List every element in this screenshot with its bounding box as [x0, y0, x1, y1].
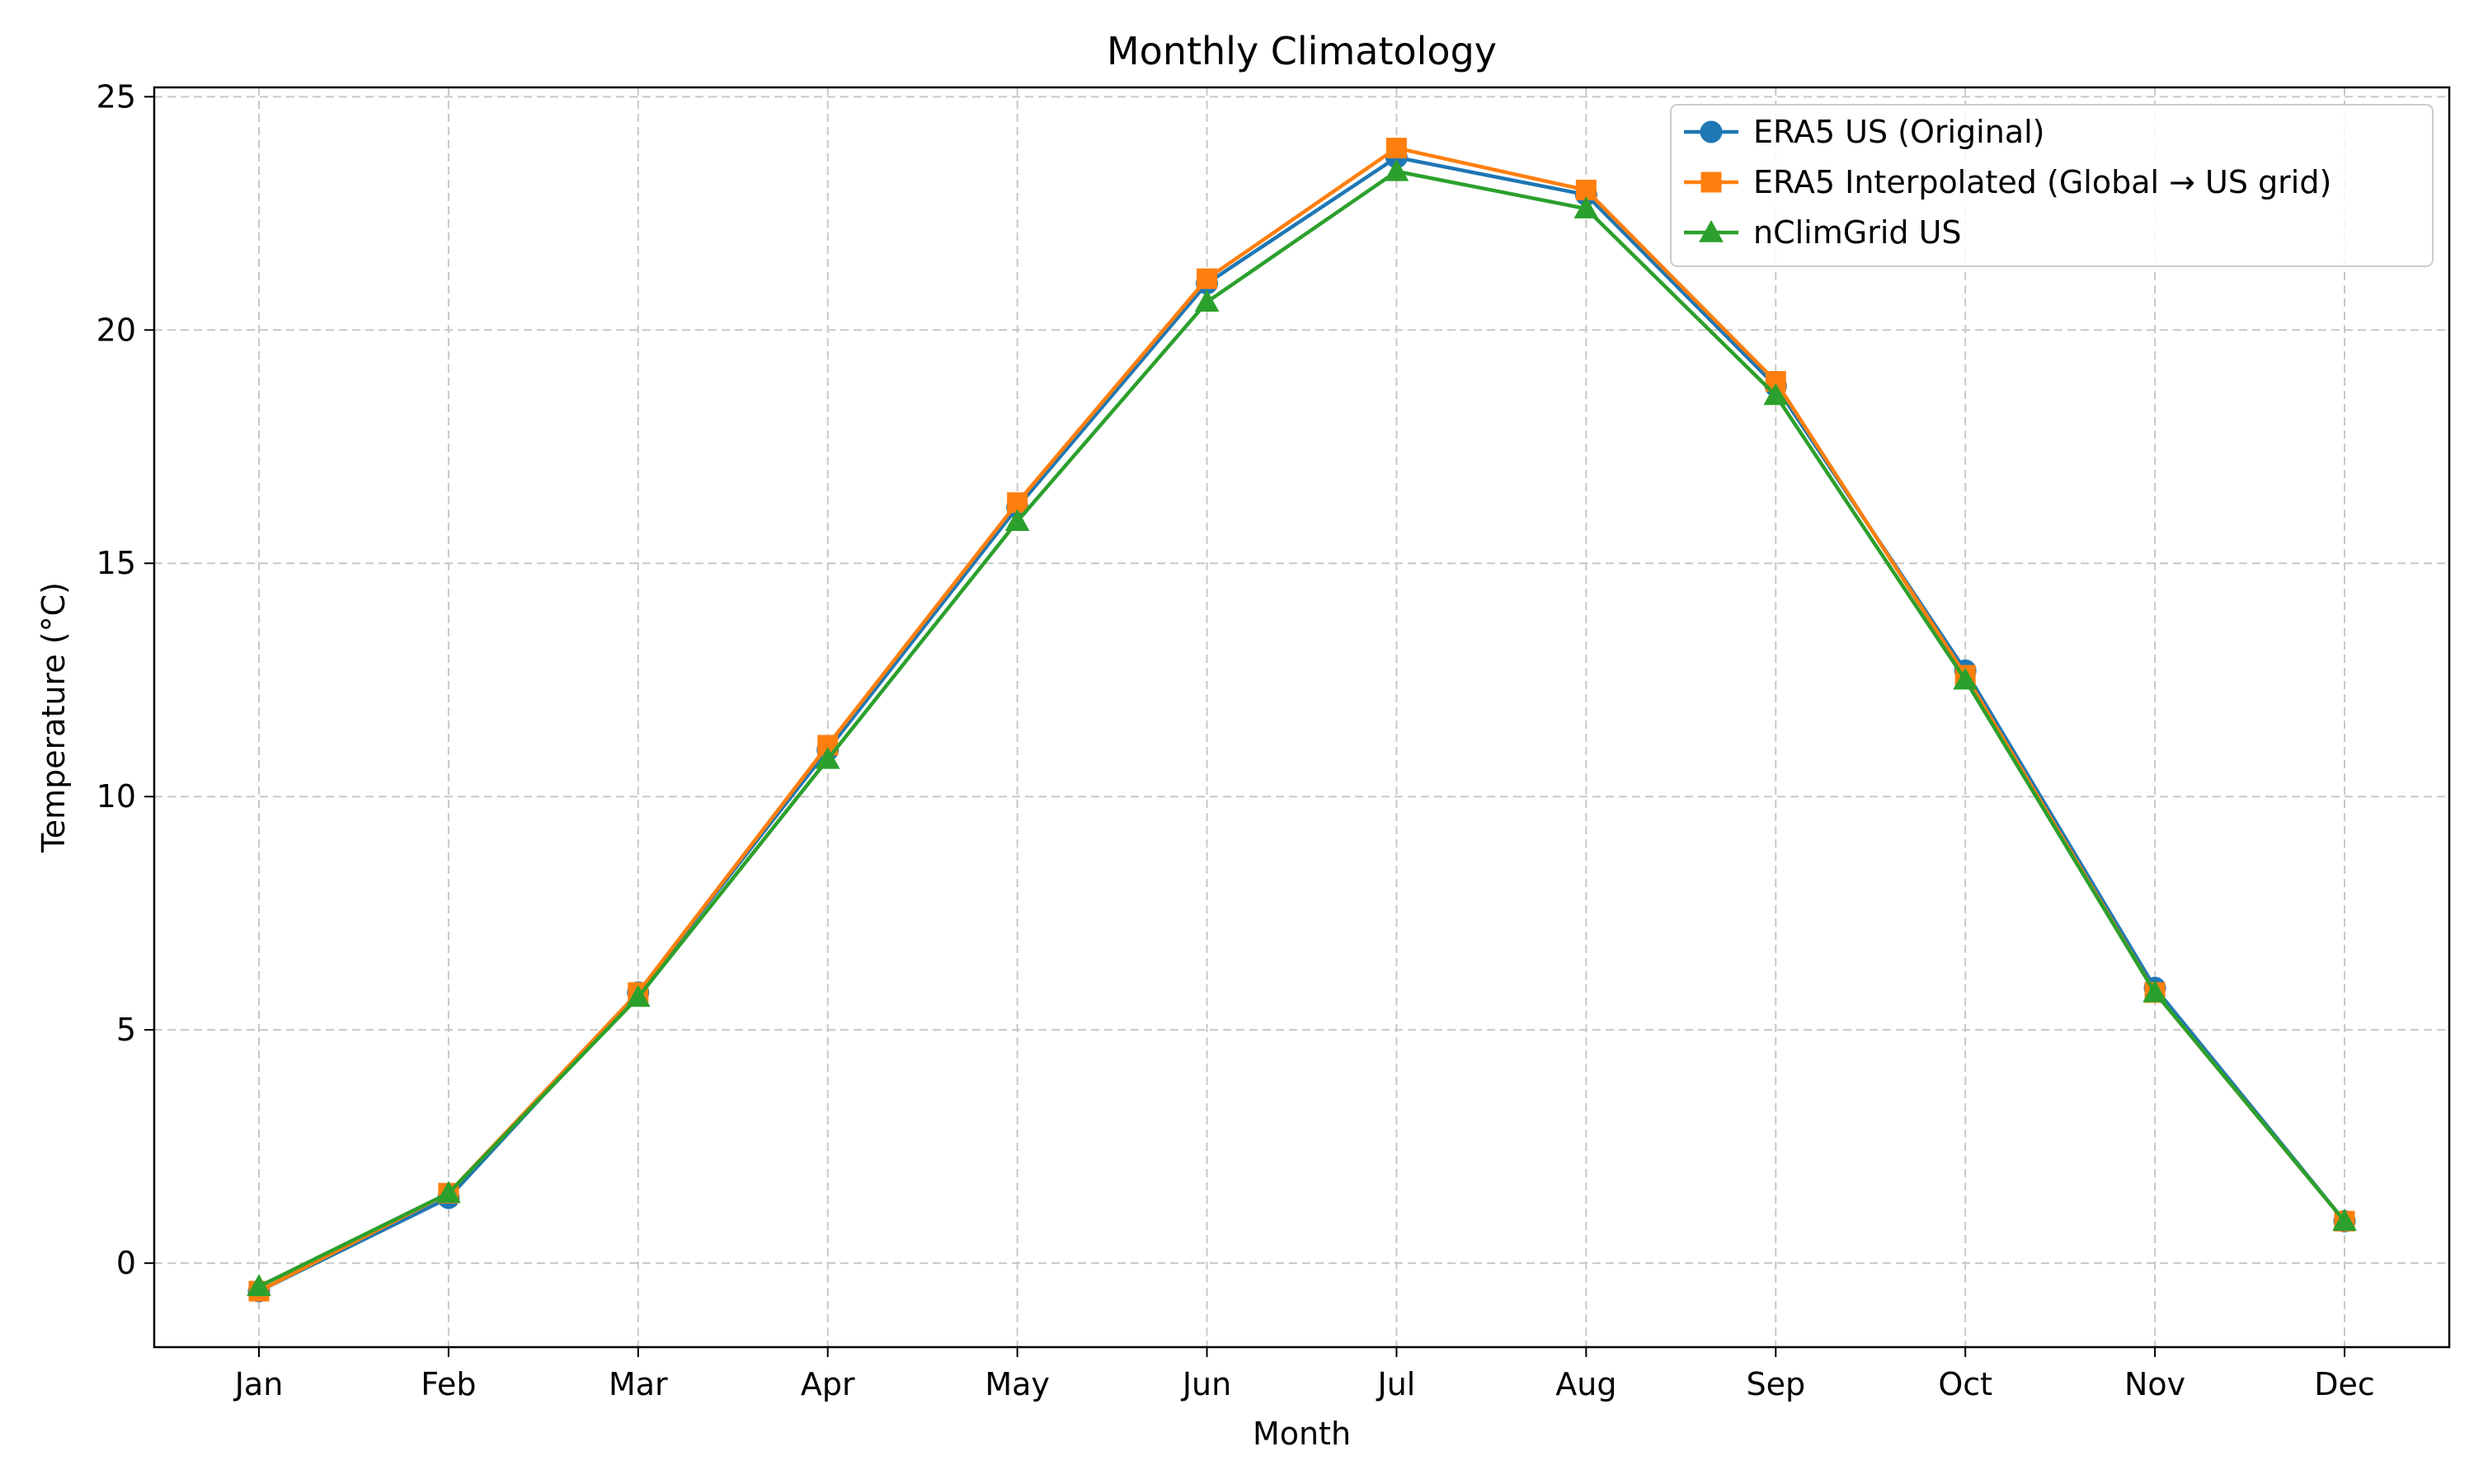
series-line	[258, 169, 2346, 1289]
legend-label: ERA5 US (Original)	[1753, 114, 2045, 150]
x-axis-ticks: Jan Feb Mar Apr May Jun Jul Aug Sep Oct Nov Dec	[233, 1347, 2375, 1402]
x-tick-label: Jun	[1181, 1366, 1231, 1402]
legend-label: ERA5 Interpolated (Global → US grid)	[1753, 164, 2331, 200]
legend-item: nClimGrid US	[1684, 214, 1962, 251]
series-line	[257, 146, 2346, 1294]
legend-box	[1670, 104, 2434, 267]
x-tick-label: Dec	[2314, 1366, 2375, 1402]
x-tick-label: Apr	[801, 1366, 855, 1402]
y-tick-label: 10	[96, 778, 136, 815]
y-tick-label: 5	[116, 1012, 136, 1048]
data-point	[1763, 383, 1789, 406]
y-axis-ticks: 0 5 10 15 20 25	[96, 78, 154, 1281]
legend-marker	[1700, 120, 1723, 143]
data-point	[1953, 667, 1978, 690]
y-tick-label: 20	[96, 312, 136, 348]
legend-item: ERA5 US (Original)	[1684, 114, 2045, 150]
data-point	[625, 984, 651, 1007]
x-tick-label: Mar	[609, 1366, 668, 1402]
data-point	[436, 1181, 461, 1203]
x-tick-label: Aug	[1555, 1366, 1616, 1402]
data-point	[2142, 979, 2167, 1003]
legend-marker	[1699, 219, 1724, 242]
series-1	[247, 146, 2356, 1303]
data-point	[1194, 289, 1220, 312]
grid	[154, 87, 2449, 1347]
series-3	[247, 158, 2357, 1297]
data-point	[1385, 138, 1407, 159]
plot-frame	[153, 86, 2451, 1349]
legend-marker	[1700, 171, 1722, 193]
data-point	[815, 746, 840, 769]
legend: ERA5 US (Original) ERA5 Interpolated (Glo…	[1670, 104, 2434, 267]
x-tick-label: Nov	[2124, 1366, 2185, 1402]
legend-label: nClimGrid US	[1753, 214, 1962, 251]
x-tick-label: Jan	[233, 1366, 284, 1402]
legend-item: ERA5 Interpolated (Global → US grid)	[1684, 164, 2331, 200]
x-tick-label: Oct	[1938, 1366, 1992, 1402]
chart-title: Monthly Climatology	[1107, 29, 1497, 73]
data-point	[1384, 158, 1409, 181]
x-tick-label: Jul	[1376, 1366, 1416, 1402]
x-tick-label: Sep	[1746, 1366, 1805, 1402]
y-tick-label: 0	[116, 1245, 136, 1281]
y-tick-label: 15	[96, 545, 136, 581]
data-point	[2332, 1209, 2357, 1231]
data-point	[247, 1274, 271, 1297]
x-tick-label: May	[985, 1366, 1050, 1402]
data-point	[1004, 509, 1030, 532]
x-tick-label: Feb	[421, 1366, 476, 1402]
x-axis-label: Month	[1253, 1416, 1351, 1452]
series-line	[258, 155, 2346, 1294]
series-2	[248, 138, 2355, 1302]
series-layer	[247, 138, 2357, 1303]
y-tick-label: 25	[96, 78, 136, 115]
data-point	[1197, 268, 1218, 289]
y-axis-label: Temperature (°C)	[35, 582, 72, 853]
data-point	[1573, 196, 1599, 218]
